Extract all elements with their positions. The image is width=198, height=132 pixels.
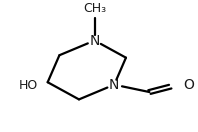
Text: N: N — [89, 34, 100, 48]
Text: O: O — [184, 78, 195, 92]
Text: HO: HO — [18, 79, 38, 92]
Text: N: N — [109, 78, 119, 92]
Text: CH₃: CH₃ — [83, 2, 106, 15]
